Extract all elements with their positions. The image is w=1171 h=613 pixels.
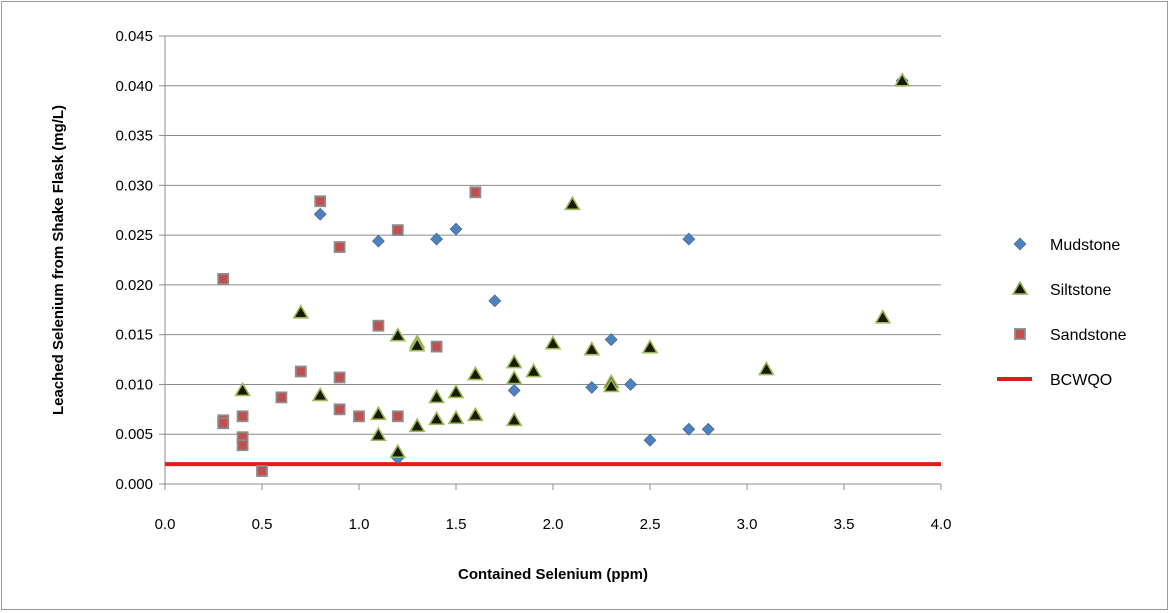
siltstone-point <box>408 337 426 352</box>
sandstone-point <box>469 186 482 199</box>
x-tick-label: 3.0 <box>737 516 758 533</box>
siltstone-point <box>389 327 407 342</box>
mudstone-point <box>507 383 521 397</box>
x-tick-label: 2.5 <box>640 516 661 533</box>
siltstone-point <box>447 409 465 425</box>
sandstone-point <box>333 371 346 384</box>
legend-sandstone-marker <box>1014 328 1026 340</box>
siltstone-point <box>447 383 465 399</box>
mudstone-point <box>682 422 696 436</box>
mudstone-point <box>604 333 618 347</box>
sandstone-point <box>391 224 404 237</box>
mudstone-point <box>624 378 638 391</box>
mudstone-point <box>449 222 463 236</box>
mudstone-point <box>430 232 444 246</box>
siltstone-point <box>602 377 620 393</box>
legend-mudstone-marker <box>1013 237 1027 251</box>
sandstone-point <box>217 273 230 285</box>
siltstone-point <box>641 339 659 354</box>
y-tick-label: 0.030 <box>115 177 153 194</box>
y-axis-title: Leached Selenium from Shake Flask (mg/L) <box>50 105 67 415</box>
gridlines <box>165 35 941 435</box>
sandstone-point <box>275 391 288 404</box>
sandstone-point <box>294 365 307 378</box>
y-tick-label: 0.035 <box>115 128 153 145</box>
sandstone-point <box>236 439 249 452</box>
sandstone-point <box>372 319 385 332</box>
y-tick-label: 0.040 <box>115 78 153 95</box>
sandstone-point <box>333 241 346 253</box>
siltstone-point <box>758 360 775 376</box>
sandstone-point <box>314 195 327 208</box>
legend-sandstone-label: Sandstone <box>1050 327 1127 344</box>
sandstone-point <box>391 410 404 423</box>
y-tick-label: 0.010 <box>115 376 153 393</box>
x-tick-label: 0.0 <box>155 516 176 533</box>
siltstone-point <box>234 381 251 397</box>
sandstone-point <box>430 340 443 353</box>
legend-siltstone-marker <box>1011 280 1029 295</box>
mudstone-point <box>585 381 599 394</box>
siltstone-point <box>544 335 562 350</box>
siltstone-point <box>505 369 523 385</box>
siltstone-point <box>893 72 911 87</box>
siltstone-point <box>564 195 581 211</box>
sandstone-point <box>217 417 230 430</box>
sandstone-point <box>333 403 346 416</box>
legend-bcwqo-label: BCWQO <box>1050 372 1112 389</box>
legend: Mudstone Siltstone Sandstone BCWQO <box>997 237 1127 389</box>
siltstone-point <box>874 309 892 324</box>
mudstone-point <box>682 232 696 246</box>
siltstone-point <box>370 426 387 442</box>
legend-mudstone-label: Mudstone <box>1050 237 1120 254</box>
x-axis-title: Contained Selenium (ppm) <box>458 566 648 583</box>
x-tick-label: 3.5 <box>834 516 855 533</box>
y-tick-labels: 0.000 0.005 0.010 0.015 0.020 0.025 0.030 0.035… <box>115 28 153 493</box>
mudstone-point <box>371 234 385 248</box>
x-tick-label: 2.0 <box>543 516 564 533</box>
mudstone-point <box>488 294 502 308</box>
mudstone-point <box>313 207 327 221</box>
y-tick-label: 0.020 <box>115 277 153 294</box>
sandstone-point <box>353 410 365 423</box>
sandstone-point <box>236 410 249 423</box>
siltstone-point <box>467 365 484 381</box>
siltstone-point <box>370 405 387 421</box>
mudstone-point <box>643 433 657 447</box>
y-tick-label: 0.005 <box>115 426 153 443</box>
siltstone-point <box>525 362 542 378</box>
y-tick-label: 0.015 <box>115 327 153 344</box>
mudstone-point <box>701 422 715 436</box>
sandstone-point <box>256 465 268 477</box>
x-tick-label: 1.0 <box>349 516 370 533</box>
siltstone-point <box>292 304 310 319</box>
siltstone-point <box>428 388 445 404</box>
x-tick-label: 0.5 <box>252 516 273 533</box>
siltstone-point <box>505 353 523 369</box>
y-tick-label: 0.025 <box>115 227 153 244</box>
siltstone-point <box>389 443 407 458</box>
x-tick-labels: 0.0 0.5 1.0 1.5 2.0 2.5 3.0 3.5 4.0 <box>155 516 952 533</box>
y-tick-label: 0.045 <box>115 28 153 45</box>
legend-siltstone-label: Siltstone <box>1050 282 1111 299</box>
siltstone-point <box>505 411 523 427</box>
siltstone-point <box>428 410 445 426</box>
siltstone-point <box>467 406 484 422</box>
axes <box>159 35 942 490</box>
siltstone-point <box>311 386 329 402</box>
x-tick-label: 4.0 <box>931 516 952 533</box>
siltstone-point <box>408 417 426 433</box>
x-tick-label: 1.5 <box>446 516 467 533</box>
data-points <box>217 72 911 477</box>
siltstone-point <box>583 341 601 356</box>
y-tick-label: 0.000 <box>115 476 153 493</box>
